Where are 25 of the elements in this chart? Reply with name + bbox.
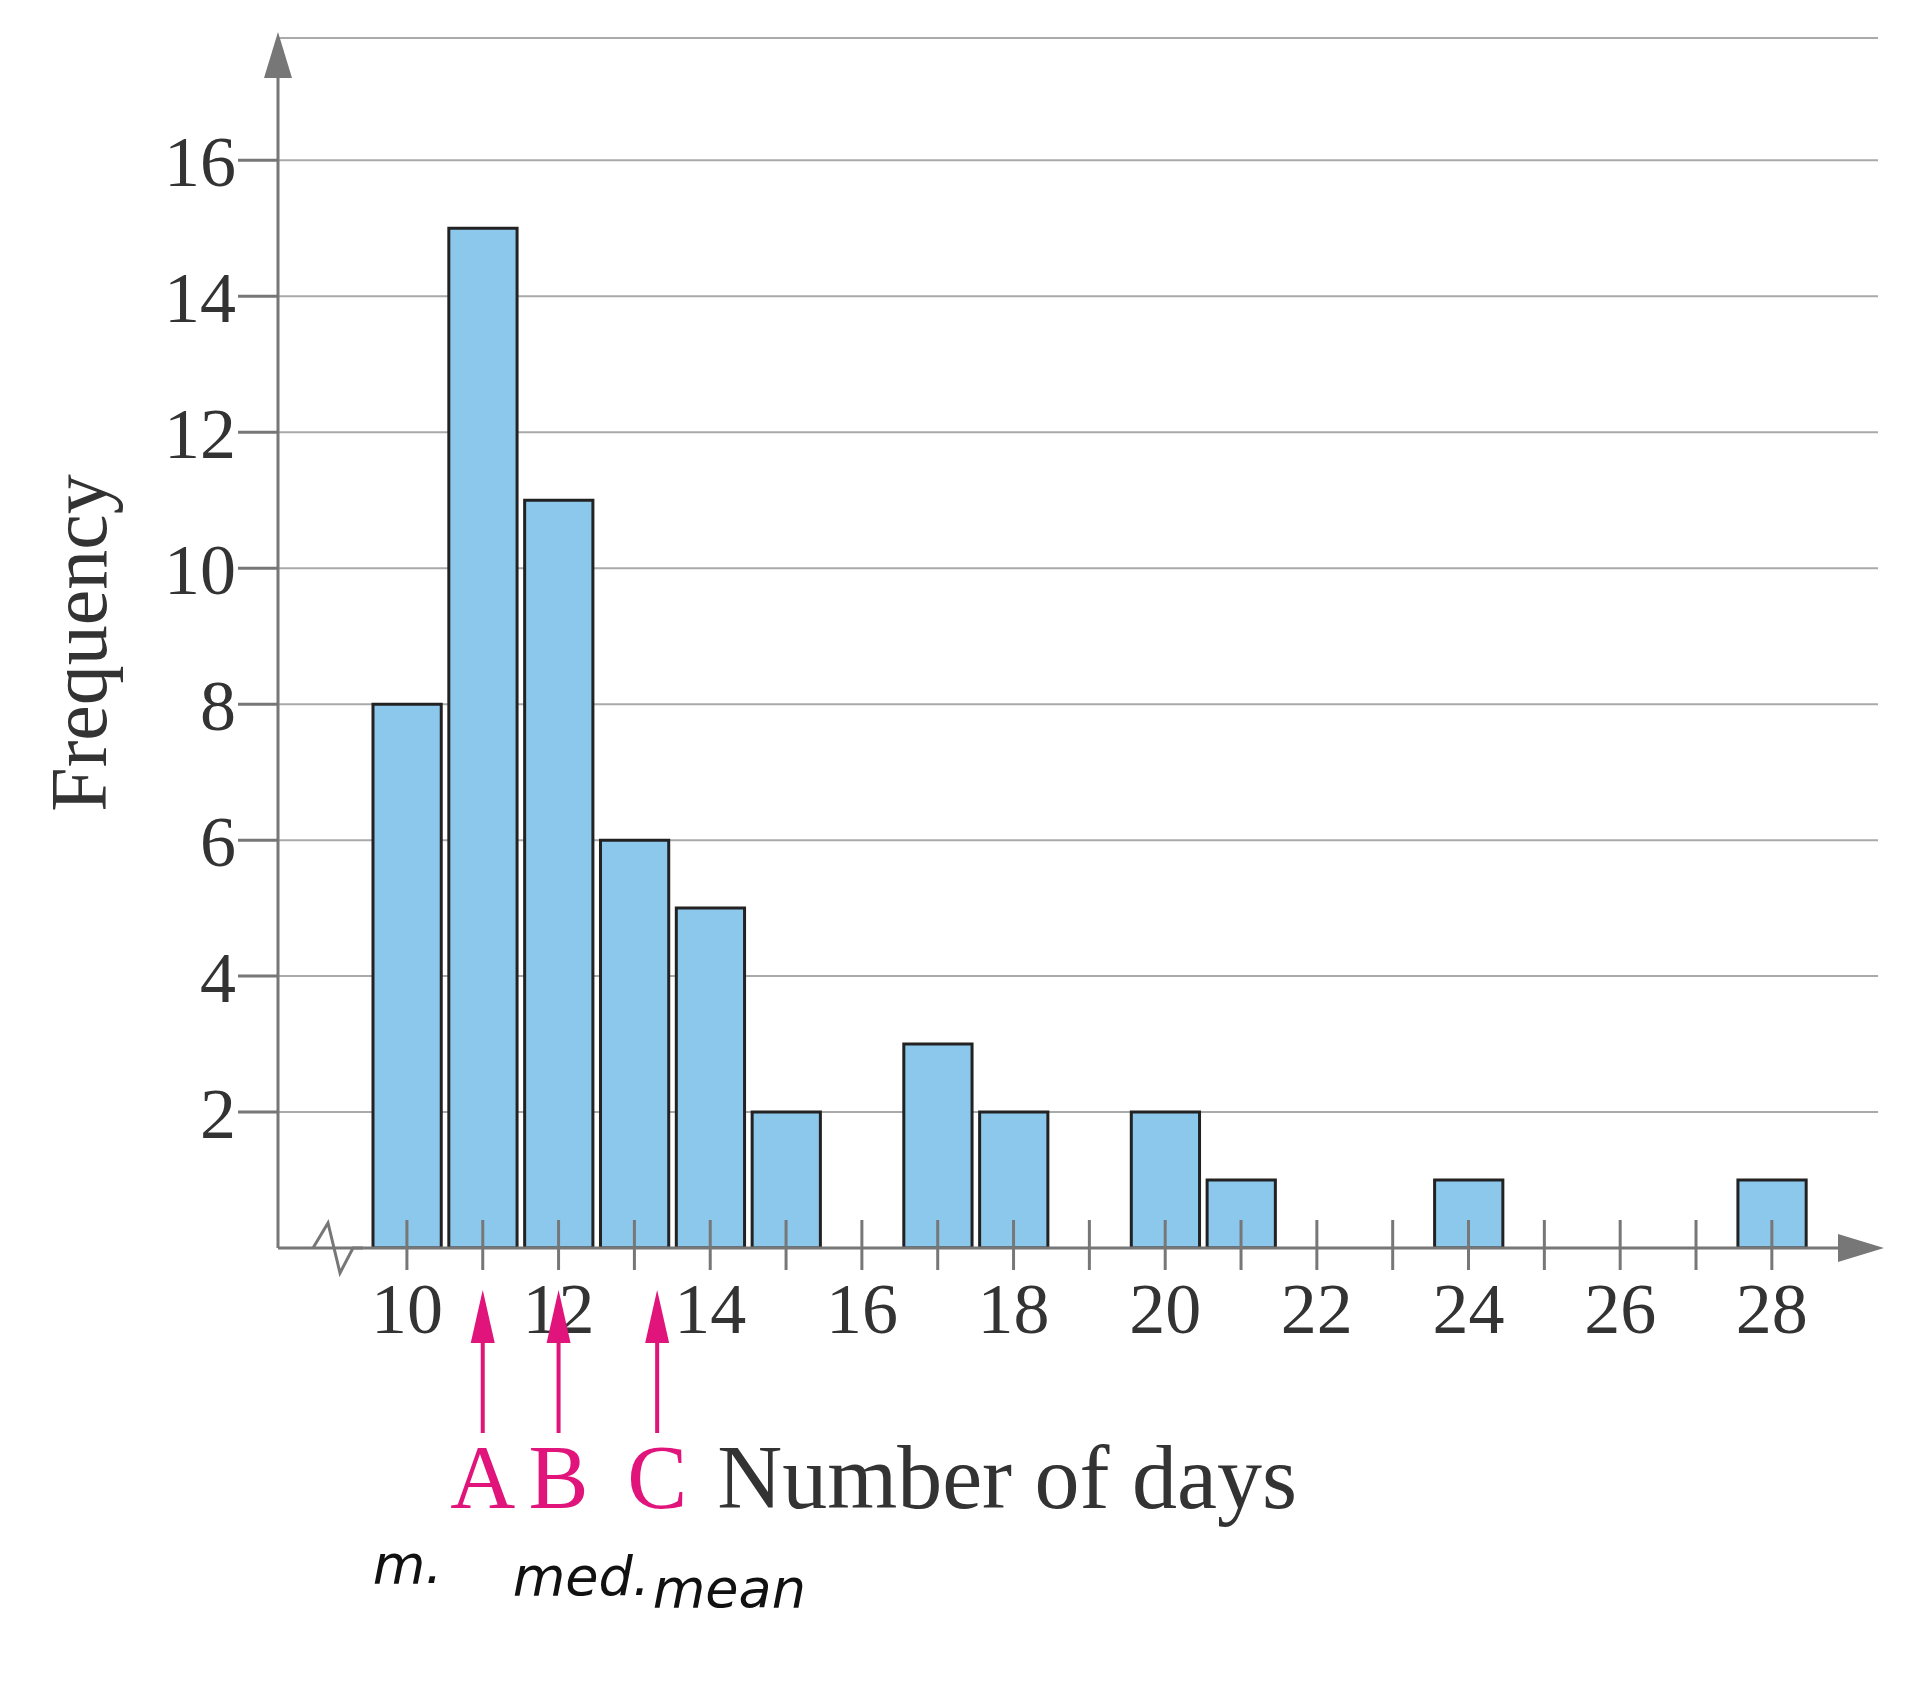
y-tick-label: 14 [164, 257, 236, 338]
y-tick-label: 10 [164, 529, 236, 610]
x-tick-label: 16 [825, 1269, 898, 1350]
x-tick-label: 14 [674, 1269, 747, 1350]
x-tick-label: 28 [1735, 1269, 1808, 1350]
y-tick-label: 16 [164, 121, 236, 202]
x-tick-label: 24 [1432, 1269, 1505, 1350]
annotation: C [627, 1428, 688, 1527]
text: med. [512, 1545, 651, 1608]
y-tick-label: 2 [200, 1073, 236, 1154]
y-axis-title: Frequency [35, 474, 124, 812]
x-tick-label: 18 [977, 1269, 1050, 1350]
y-tick-label: 4 [200, 937, 236, 1018]
x-tick-label: 10 [370, 1269, 443, 1350]
y-tick-label: 12 [164, 393, 236, 474]
x-tick-label: 26 [1584, 1269, 1657, 1350]
x-tick-label: 20 [1129, 1269, 1202, 1350]
text: m. [372, 1533, 443, 1596]
text: mean [652, 1557, 806, 1620]
x-tick-label: 22 [1280, 1269, 1353, 1350]
x-axis-title: Number of days [717, 1428, 1298, 1527]
y-tick-label: 8 [200, 665, 236, 746]
annotation: A [450, 1428, 516, 1527]
annotation: B [528, 1428, 589, 1527]
y-tick-label: 6 [200, 801, 236, 882]
